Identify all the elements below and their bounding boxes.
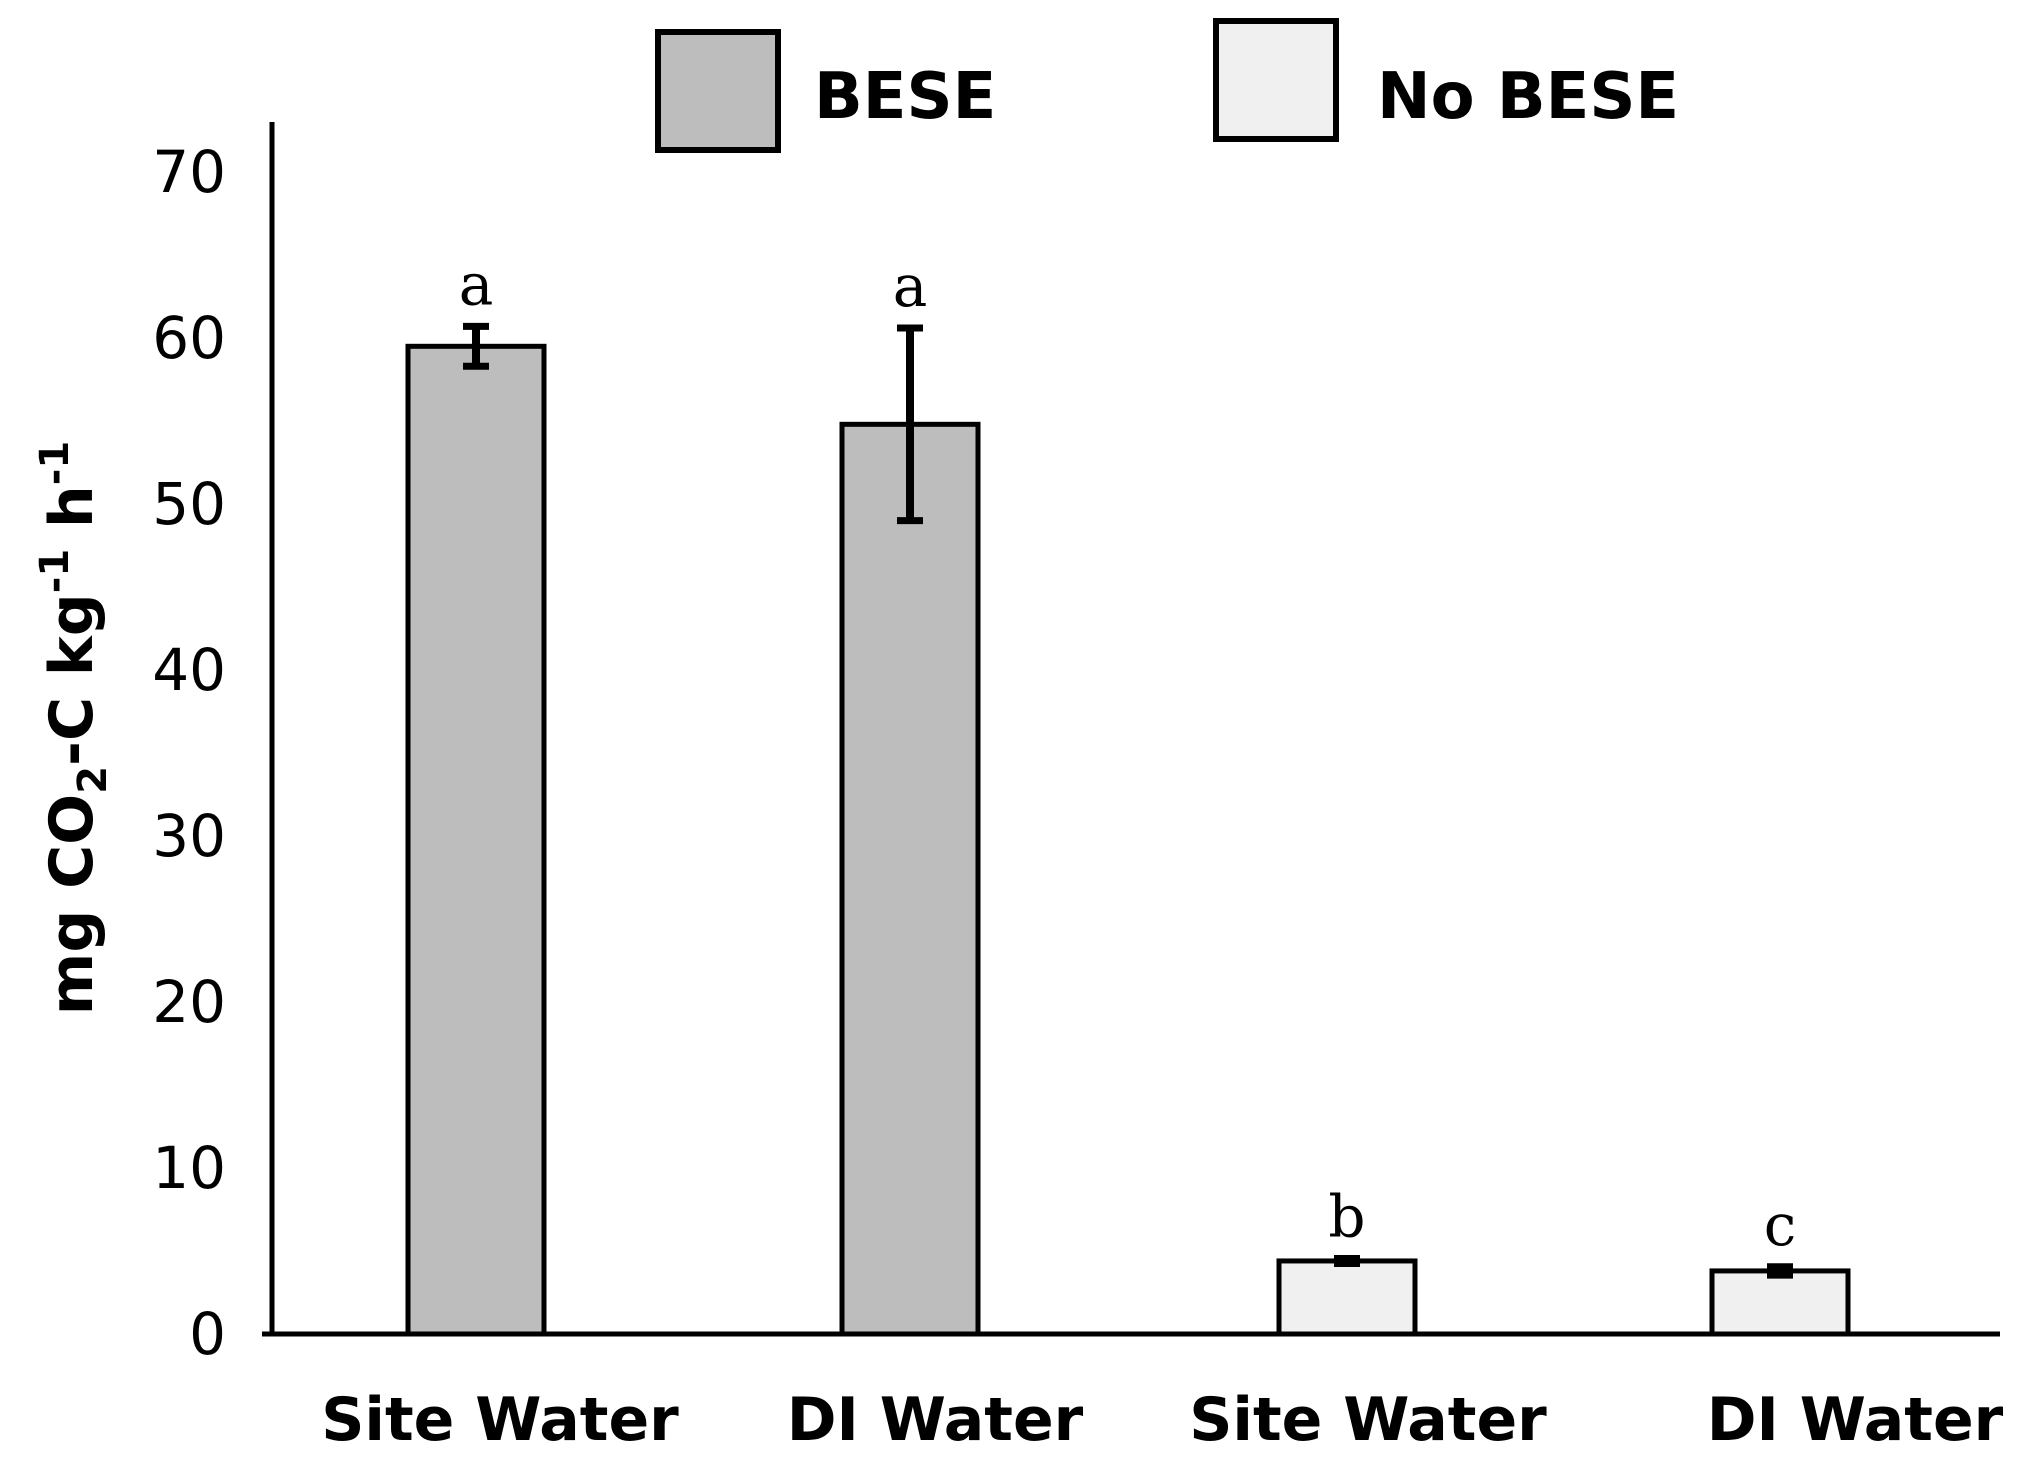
y-axis-label: mg CO2-C kg-1 h-1 [32,441,116,1015]
significance-label: a [459,250,494,318]
significance-label: c [1764,1191,1796,1259]
y-tick-label: 10 [152,1134,226,1202]
y-tick-label: 30 [152,802,226,870]
x-tick-label: DI Water [1707,1385,2004,1455]
significance-label: b [1328,1182,1365,1250]
legend: BESE No BESE [655,18,1679,153]
y-tick-label: 0 [189,1300,226,1368]
x-tick-label: Site Water [1189,1385,1547,1455]
y-tick-label: 20 [152,968,226,1036]
legend-swatch [1213,18,1339,142]
y-tick-label: 40 [152,636,226,704]
y-tick-label: 60 [152,304,226,372]
legend-label: No BESE [1377,60,1679,134]
y-tick-label: 70 [152,138,226,206]
y-tick-label: 50 [152,470,226,538]
legend-label: BESE [814,60,996,134]
x-tick-label: DI Water [787,1385,1084,1455]
bar [405,343,547,1337]
bar [1709,1268,1851,1337]
y-tick-labels: 0 10 20 30 40 50 60 70 [152,138,226,1368]
bar [1276,1258,1418,1337]
bars: a a b c [405,250,1851,1337]
significance-label: a [893,252,928,320]
x-tick-label: Site Water [321,1385,679,1455]
legend-swatch [655,29,781,153]
bar [839,421,981,1337]
x-tick-labels: Site Water DI Water Site Water DI Water [321,1385,2003,1455]
